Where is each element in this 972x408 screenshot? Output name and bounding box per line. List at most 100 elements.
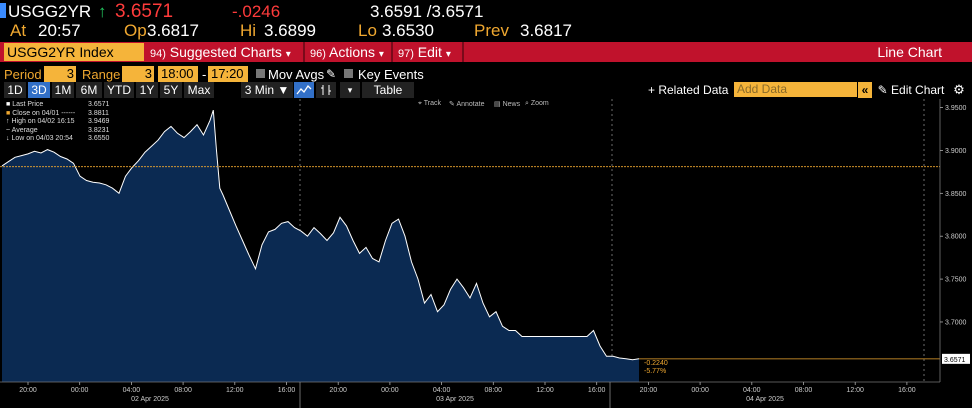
legend-marker-icon: ■ bbox=[6, 109, 13, 117]
chart-tool-zoom[interactable]: ⌕ Zoom bbox=[525, 100, 549, 108]
chevron-down-icon: ▾ bbox=[285, 49, 291, 60]
key-events-label: Key Events bbox=[358, 67, 424, 82]
legend-row: ■ Close on 04/01 ------ 3.8811 bbox=[6, 110, 118, 119]
period-label: Period bbox=[4, 67, 42, 82]
range-button-max[interactable]: Max bbox=[184, 82, 214, 98]
chart-tool-news[interactable]: ▤ News bbox=[494, 100, 520, 108]
change-annotation: -0.2240 bbox=[644, 360, 668, 367]
date-label: 03 Apr 2025 bbox=[436, 396, 474, 403]
x-tick-label: 16:00 bbox=[588, 387, 606, 394]
legend-value: 3.8811 bbox=[88, 109, 109, 117]
legend-marker-icon: ↓ bbox=[6, 135, 12, 143]
net-change: -.0246 bbox=[232, 2, 281, 21]
x-tick-label: 16:00 bbox=[898, 387, 916, 394]
low-value: 3.6530 bbox=[382, 21, 434, 40]
gear-icon[interactable]: ⚙ bbox=[950, 82, 968, 98]
edit-menu[interactable]: 97) Edit ▾ bbox=[398, 43, 451, 61]
chart-tool-label: Zoom bbox=[530, 100, 549, 107]
legend-label: High on 04/02 16:15 bbox=[11, 118, 75, 126]
mov-avgs-checkbox[interactable] bbox=[256, 69, 265, 78]
edit-chart-button[interactable]: ✎ Edit Chart bbox=[876, 82, 946, 98]
high-value: 3.6899 bbox=[264, 21, 316, 40]
legend-row: ~ Average 3.8231 bbox=[6, 127, 118, 136]
date-label: 02 Apr 2025 bbox=[131, 396, 169, 403]
prev-value: 3.6817 bbox=[520, 21, 572, 40]
bid-ask: 3.6591 /3.6571 bbox=[370, 2, 484, 21]
legend-value: 3.8231 bbox=[88, 126, 110, 134]
price-line bbox=[1, 110, 640, 361]
range-start-time[interactable]: 18:00 bbox=[158, 66, 198, 82]
range-end-time[interactable]: 17:20 bbox=[208, 66, 248, 82]
annotate-icon: ✎ bbox=[449, 101, 457, 108]
zoom-icon: ⌕ bbox=[525, 100, 531, 107]
pencil-icon: ✎ bbox=[877, 83, 888, 97]
news-icon: ▤ bbox=[494, 101, 503, 108]
y-tick-label: 3.9500 bbox=[945, 105, 967, 112]
period-field[interactable]: 3 bbox=[44, 66, 76, 82]
high-label: Hi bbox=[240, 21, 257, 40]
line-chart-icon[interactable] bbox=[294, 82, 314, 98]
at-label: At bbox=[10, 21, 27, 40]
security-field[interactable]: USGG2YR Index bbox=[4, 43, 144, 61]
x-tick-label: 12:00 bbox=[846, 387, 864, 394]
actions-menu[interactable]: 96) Actions ▾ bbox=[310, 43, 384, 61]
x-tick-label: 08:00 bbox=[174, 387, 192, 394]
range-button-3d[interactable]: 3D bbox=[28, 82, 50, 98]
actions-number: 96) bbox=[310, 48, 326, 60]
actions-label: Actions bbox=[329, 44, 375, 60]
interval-select[interactable]: 3 Min ▼ bbox=[241, 82, 293, 98]
range-field[interactable]: 3 bbox=[122, 66, 154, 82]
chart-tool-label: Annotate bbox=[456, 101, 485, 108]
last-price-tag-label: 3.6571 bbox=[944, 357, 966, 364]
ticker: USGG2YR bbox=[8, 2, 92, 21]
chart-legend: ■ Last Price 3.6571 ■ Close on 04/01 -----… bbox=[6, 101, 118, 144]
edit-number: 97) bbox=[398, 48, 414, 60]
table-button[interactable]: Table bbox=[362, 82, 414, 98]
chart-tool-track[interactable]: ⌖ Track bbox=[418, 100, 441, 108]
legend-value: 3.9469 bbox=[88, 118, 110, 126]
suggested-charts-menu[interactable]: 94) Suggested Charts ▾ bbox=[150, 43, 291, 61]
edit-label: Edit bbox=[417, 44, 442, 60]
y-tick-label: 3.7500 bbox=[945, 277, 967, 284]
related-data-button[interactable]: + Related Data bbox=[648, 82, 734, 98]
open-label: Op bbox=[124, 21, 147, 40]
at-value: 20:57 bbox=[38, 21, 81, 40]
legend-row: ■ Last Price 3.6571 bbox=[6, 101, 118, 110]
add-data-input[interactable]: Add Data bbox=[734, 82, 857, 97]
legend-row: ↑ High on 04/02 16:15 3.9469 bbox=[6, 118, 118, 127]
x-tick-label: 12:00 bbox=[226, 387, 244, 394]
mov-avgs-label: Mov Avgs bbox=[268, 67, 325, 82]
chart-type-label: Line Chart bbox=[877, 44, 942, 60]
x-tick-label: 20:00 bbox=[640, 387, 658, 394]
x-tick-label: 16:00 bbox=[278, 387, 296, 394]
range-dash: - bbox=[202, 67, 207, 82]
range-button-1d[interactable]: 1D bbox=[4, 82, 26, 98]
price-area bbox=[2, 110, 639, 382]
y-tick-label: 3.9000 bbox=[945, 148, 967, 155]
x-tick-label: 20:00 bbox=[19, 387, 37, 394]
chart-tool-annotate[interactable]: ✎ Annotate bbox=[449, 100, 484, 108]
range-button-5y[interactable]: 5Y bbox=[160, 82, 182, 98]
range-button-6m[interactable]: 6M bbox=[76, 82, 102, 98]
open-value: 3.6817 bbox=[147, 21, 199, 40]
range-button-1m[interactable]: 1M bbox=[52, 82, 74, 98]
key-events-checkbox[interactable] bbox=[344, 69, 353, 78]
candle-chart-icon[interactable] bbox=[316, 82, 336, 98]
price-chart[interactable]: 3.9500 3.9000 3.8500 3.8000 3.7500 3.7000 3.65… bbox=[0, 99, 972, 408]
date-label: 04 Apr 2025 bbox=[746, 396, 784, 403]
chart-tool-label: Track bbox=[423, 100, 442, 107]
command-bar bbox=[0, 42, 972, 62]
y-tick-label: 3.8500 bbox=[945, 191, 967, 198]
x-tick-label: 04:00 bbox=[743, 387, 761, 394]
pencil-icon[interactable]: ✎ bbox=[326, 67, 337, 81]
x-tick-label: 08:00 bbox=[795, 387, 813, 394]
prev-label: Prev bbox=[474, 21, 509, 40]
legend-marker-icon: ~ bbox=[6, 126, 12, 134]
x-tick-label: 08:00 bbox=[485, 387, 503, 394]
range-button-ytd[interactable]: YTD bbox=[104, 82, 134, 98]
suggested-charts-label: Suggested Charts bbox=[169, 44, 282, 60]
chevron-down-icon: ▾ bbox=[445, 49, 451, 60]
range-button-1y[interactable]: 1Y bbox=[136, 82, 158, 98]
collapse-icon[interactable]: « bbox=[858, 82, 872, 98]
chart-style-dropdown-icon[interactable]: ▾ bbox=[340, 82, 360, 98]
